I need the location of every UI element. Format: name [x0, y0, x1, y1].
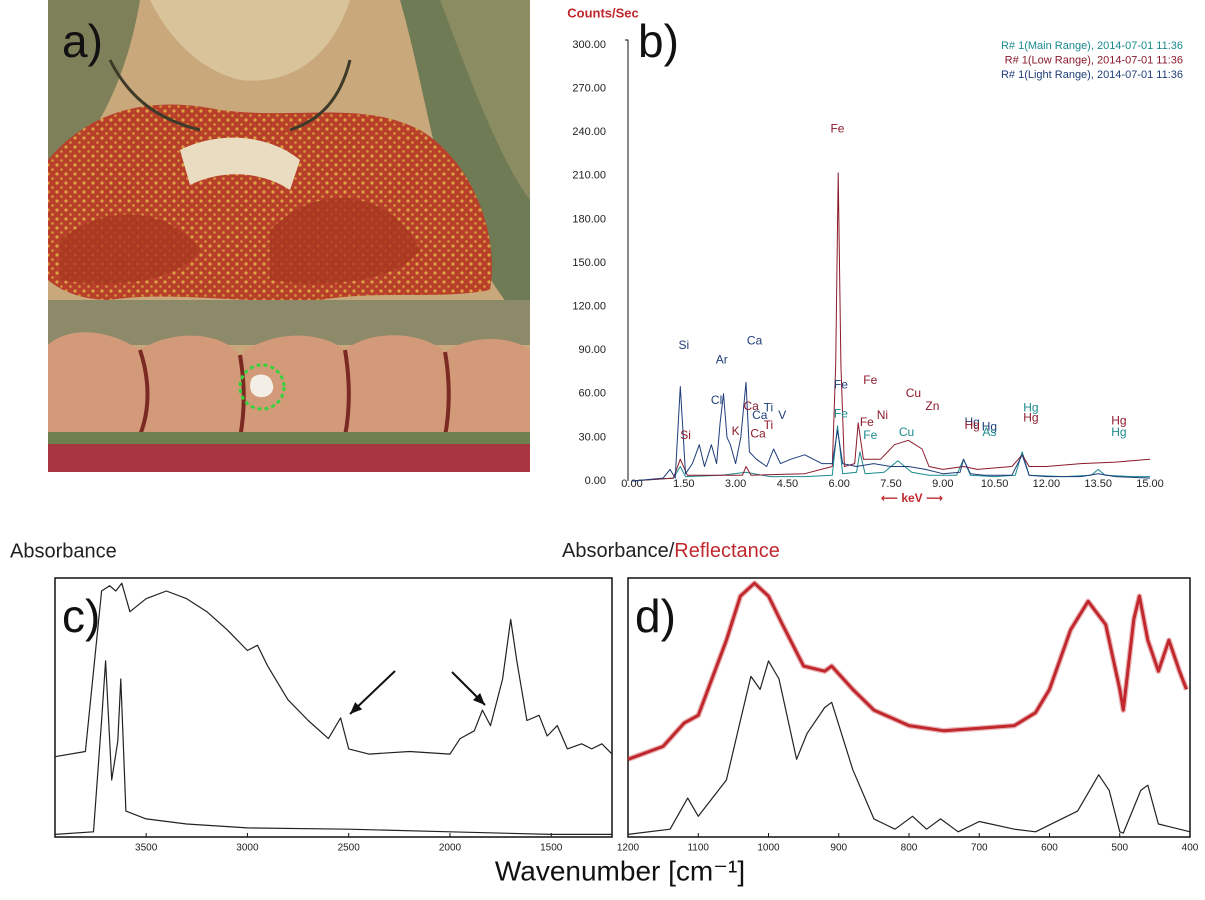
- peak-label: Cu: [899, 425, 914, 439]
- peak-label: Cl: [711, 393, 722, 407]
- x-tick-label: 800: [901, 843, 918, 854]
- x-tick-label: 400: [1182, 843, 1199, 854]
- peak-label: Si: [680, 428, 691, 442]
- series-line: [631, 425, 1150, 482]
- x-tick-label: 1200: [617, 843, 640, 854]
- arrow-head: [350, 702, 363, 714]
- arrow-head: [472, 692, 485, 705]
- x-tick-label: 600: [1041, 843, 1058, 854]
- x-tick-label: 2000: [439, 843, 462, 854]
- series-line: [54, 582, 613, 758]
- x-axis-label: Wavenumber [cm⁻¹]: [495, 855, 745, 886]
- peak-label: Hg: [964, 418, 979, 432]
- peak-label: Fe: [860, 415, 874, 429]
- peak-label: Fe: [834, 377, 848, 391]
- peak-label: Hg: [964, 415, 979, 429]
- y-tick-label: 210.00: [572, 170, 606, 182]
- peak-label: Zn: [925, 399, 939, 413]
- y-tick-label: 120.00: [572, 301, 606, 313]
- legend-entry: R# 1(Main Range), 2014-07-01 11:36: [1001, 40, 1183, 52]
- panel-label: a): [62, 15, 103, 67]
- peak-label: Hg: [1023, 411, 1038, 425]
- x-tick-label: 10.50: [981, 478, 1009, 490]
- x-tick-label: 3500: [135, 843, 158, 854]
- series-line: [631, 381, 1151, 482]
- x-tick-label: 9.00: [932, 478, 953, 490]
- x-tick-label: 4.50: [777, 478, 798, 490]
- peak-label: Ti: [764, 418, 774, 432]
- x-tick-label: 1500: [540, 843, 563, 854]
- y-axis-label: Absorbance/Reflectance: [562, 540, 780, 562]
- panel-label: d): [635, 590, 676, 642]
- peak-label: Si: [678, 338, 689, 352]
- x-tick-label: 700: [971, 843, 988, 854]
- peak-label: Ni: [877, 408, 888, 422]
- y-axis-label: Absorbance: [10, 540, 117, 562]
- y-tick-label: 90.00: [578, 344, 606, 356]
- peak-label: Hg: [1111, 414, 1126, 428]
- peak-label: Ca: [750, 427, 766, 441]
- peak-label: Hg: [982, 419, 997, 433]
- peak-label: Ti: [764, 401, 774, 415]
- series-line: [631, 172, 1151, 482]
- y-axis-label-part: Absorbance/: [562, 540, 675, 562]
- plot-frame: [54, 577, 613, 838]
- peak-label: Fe: [830, 121, 844, 135]
- series-line: [627, 660, 1191, 835]
- y-tick-label: 270.00: [572, 83, 606, 95]
- y-axis-label-part: Reflectance: [674, 540, 780, 562]
- y-tick-label: 150.00: [572, 257, 606, 269]
- y-tick-label: 300.00: [572, 39, 606, 51]
- line-halo: [627, 580, 1190, 762]
- peak-label: K: [732, 424, 740, 438]
- peak-label: Ca: [747, 334, 763, 348]
- y-tick-label: 240.00: [572, 126, 606, 138]
- series-line: [627, 581, 1188, 761]
- y-tick-label: 30.00: [578, 431, 606, 443]
- x-tick-label: 2500: [338, 843, 361, 854]
- x-tick-label: 1100: [687, 843, 709, 854]
- x-axis-label: ⟵ keV ⟶: [881, 491, 943, 505]
- y-tick-label: 0.00: [585, 475, 606, 487]
- y-tick-label: 180.00: [572, 213, 606, 225]
- peak-label: As: [982, 425, 996, 439]
- x-tick-label: 3000: [236, 843, 259, 854]
- panel-label: c): [62, 590, 100, 642]
- peak-label: Ca: [752, 408, 768, 422]
- x-tick-label: 15.00: [1136, 478, 1164, 490]
- peak-label: Cu: [906, 386, 921, 400]
- x-tick-label: 12.00: [1033, 478, 1061, 490]
- y-tick-label: 60.00: [578, 388, 606, 400]
- legend-entry: R# 1(Low Range), 2014-07-01 11:36: [1005, 54, 1183, 66]
- peak-label: Hg: [1023, 401, 1038, 415]
- x-tick-label: 500: [1111, 843, 1128, 854]
- peak-label: Hg: [1111, 425, 1126, 439]
- x-tick-label: 0.00: [621, 478, 642, 490]
- x-tick-label: 1000: [757, 843, 780, 854]
- peak-label: Ar: [716, 353, 728, 367]
- x-tick-label: 13.50: [1084, 478, 1112, 490]
- y-axis-label: Counts/Sec: [567, 5, 639, 20]
- legend-entry: R# 1(Light Range), 2014-07-01 11:36: [1001, 69, 1183, 81]
- panel-label: b): [638, 15, 679, 67]
- peak-label: Ca: [743, 399, 759, 413]
- photo: [48, 0, 530, 472]
- peak-label: V: [778, 408, 786, 422]
- x-tick-label: 6.00: [828, 478, 849, 490]
- x-tick-label: 7.50: [880, 478, 901, 490]
- peak-label: Fe: [834, 406, 848, 420]
- peak-label: Fe: [863, 373, 877, 387]
- peak-label: Fe: [863, 428, 877, 442]
- x-tick-label: 3.00: [725, 478, 746, 490]
- y-axis-line: [625, 39, 629, 481]
- x-tick-label: 900: [830, 843, 847, 854]
- series-line: [54, 660, 612, 835]
- x-tick-label: 1.50: [673, 478, 694, 490]
